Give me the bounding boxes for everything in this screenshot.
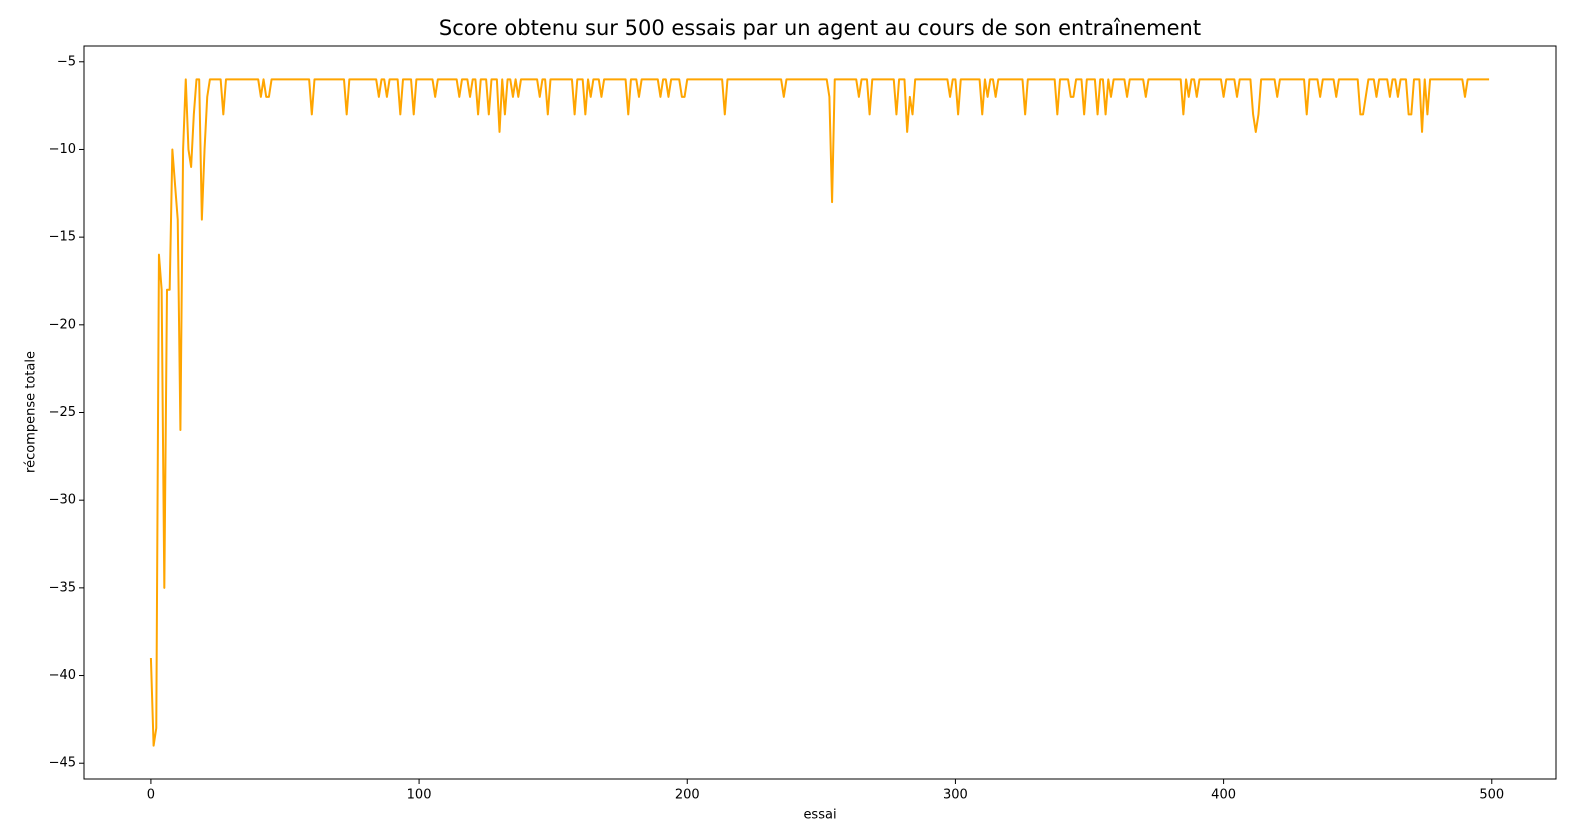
data-line	[149, 78, 1490, 747]
plot-frame	[83, 45, 1557, 780]
y-tick-label: −5	[57, 54, 76, 69]
chart-title: Score obtenu sur 500 essais par un agent…	[439, 16, 1201, 40]
x-tick-label: 100	[407, 788, 432, 803]
x-axis-label: essai	[803, 808, 836, 823]
y-tick-label: −15	[49, 230, 76, 245]
y-axis-label: récompense totale	[24, 351, 39, 473]
y-tick-label: −40	[49, 668, 76, 683]
x-tick-label: 400	[1211, 788, 1236, 803]
x-tick-label: 500	[1479, 788, 1504, 803]
y-tick-label: −25	[49, 405, 76, 420]
y-tick-label: −10	[49, 142, 76, 157]
y-tick-label: −20	[49, 317, 76, 332]
y-tick-label: −35	[49, 580, 76, 595]
y-tick-label: −45	[49, 756, 76, 771]
x-tick-label: 300	[943, 788, 968, 803]
x-tick-label: 0	[147, 788, 155, 803]
x-tick-label: 200	[675, 788, 700, 803]
y-tick-label: −30	[49, 493, 76, 508]
